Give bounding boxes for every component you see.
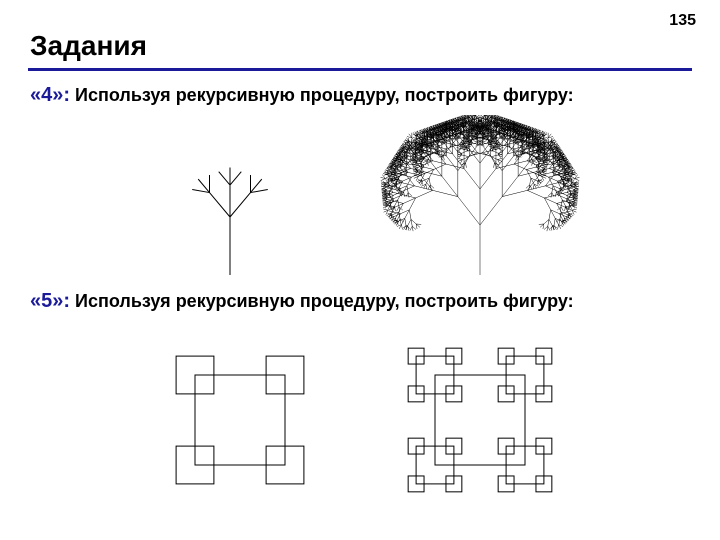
heading-underline <box>28 68 692 71</box>
task-4: «4»: Используя рекурсивную процедуру, по… <box>30 84 574 107</box>
page-title: Задания <box>30 30 147 62</box>
fractal-tree-simple <box>130 115 330 275</box>
task-4-label: «4»: <box>30 84 70 106</box>
fractal-tree-dense <box>370 115 590 275</box>
figure-row-1 <box>0 115 720 275</box>
task-4-text: Используя рекурсивную процедуру, построи… <box>75 85 574 105</box>
fractal-squares-dense <box>380 320 580 520</box>
figure-row-2 <box>0 320 720 520</box>
task-5-text: Используя рекурсивную процедуру, построи… <box>75 291 574 311</box>
fractal-squares-simple <box>140 320 340 520</box>
task-5-label: «5»: <box>30 290 70 312</box>
task-5: «5»: Используя рекурсивную процедуру, по… <box>30 290 574 313</box>
page-number: 135 <box>669 12 696 30</box>
